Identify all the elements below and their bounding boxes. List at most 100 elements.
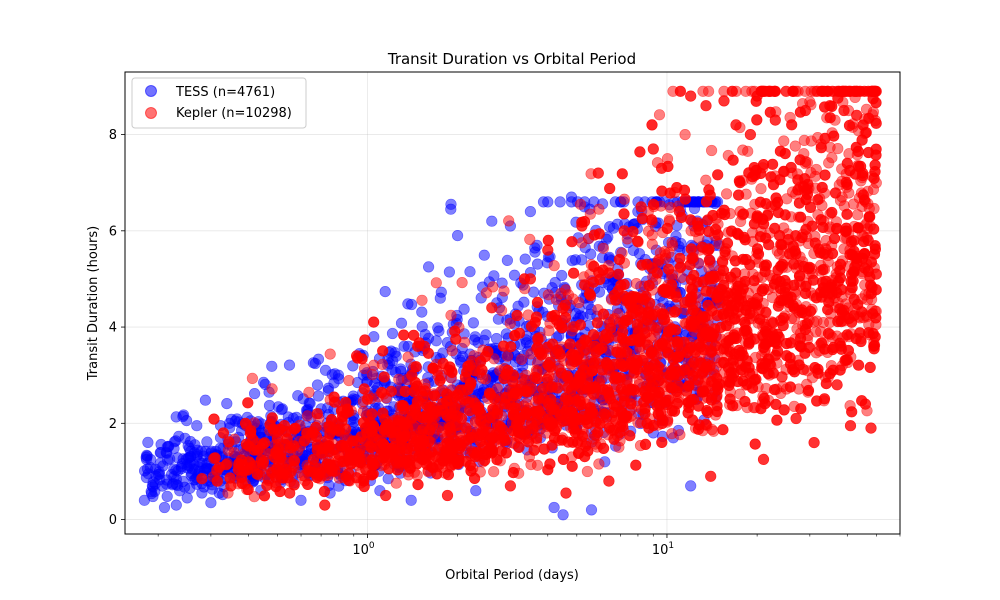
- kepler-point: [757, 320, 769, 332]
- kepler-point: [604, 182, 616, 195]
- kepler-point: [870, 268, 882, 280]
- kepler-point: [499, 398, 511, 410]
- kepler-point: [858, 194, 871, 206]
- kepler-point: [573, 297, 585, 309]
- kepler-point: [574, 319, 587, 331]
- kepler-point: [562, 436, 575, 448]
- kepler-point: [471, 404, 483, 416]
- kepler-point: [706, 423, 718, 436]
- kepler-point: [559, 394, 571, 406]
- kepler-point: [836, 291, 848, 303]
- kepler-point: [264, 425, 276, 437]
- kepler-point: [546, 310, 558, 323]
- kepler-point: [284, 487, 296, 499]
- kepler-point: [559, 299, 571, 311]
- kepler-point: [223, 436, 235, 448]
- kepler-point: [751, 243, 764, 255]
- kepler-point: [616, 247, 628, 259]
- tess-point: [319, 364, 332, 376]
- kepler-point: [802, 386, 814, 398]
- kepler-point: [735, 313, 748, 326]
- kepler-point: [824, 329, 836, 341]
- kepler-point: [402, 351, 414, 363]
- kepler-point: [626, 335, 638, 347]
- kepler-point: [724, 393, 736, 405]
- tess-point: [464, 266, 476, 278]
- kepler-point: [591, 317, 604, 329]
- kepler-point: [531, 366, 543, 378]
- kepler-point: [711, 292, 723, 304]
- kepler-point: [666, 240, 679, 252]
- kepler-point: [862, 234, 874, 246]
- kepler-point: [799, 104, 812, 117]
- kepler-point: [596, 372, 608, 384]
- kepler-point: [565, 451, 578, 463]
- kepler-point: [751, 90, 763, 102]
- kepler-point: [811, 315, 823, 327]
- kepler-point: [769, 114, 781, 126]
- kepler-point: [738, 231, 750, 243]
- kepler-point: [480, 287, 493, 299]
- kepler-point: [416, 294, 428, 306]
- kepler-point: [507, 385, 519, 397]
- kepler-point: [618, 208, 630, 220]
- kepler-point: [531, 342, 543, 354]
- kepler-point: [678, 184, 691, 196]
- kepler-point: [785, 161, 797, 174]
- kepler-point: [319, 499, 331, 511]
- kepler-point: [545, 394, 557, 406]
- kepler-point: [865, 422, 877, 434]
- kepler-point: [431, 468, 443, 480]
- tess-point: [519, 253, 531, 265]
- kepler-point: [556, 322, 568, 334]
- kepler-point: [778, 135, 790, 147]
- kepler-point: [284, 475, 297, 488]
- kepler-point: [454, 431, 467, 443]
- kepler-point: [646, 229, 658, 241]
- kepler-point: [720, 243, 732, 255]
- kepler-point: [806, 372, 819, 384]
- kepler-point: [756, 358, 768, 370]
- kepler-point: [819, 169, 831, 181]
- kepler-point: [597, 308, 610, 320]
- kepler-point: [737, 375, 749, 387]
- kepler-point: [590, 346, 602, 359]
- kepler-point: [717, 424, 729, 436]
- kepler-point: [708, 230, 721, 242]
- kepler-point: [603, 422, 616, 434]
- kepler-point: [484, 412, 496, 424]
- kepler-point: [809, 230, 821, 242]
- kepler-point: [815, 265, 827, 277]
- kepler-point: [390, 477, 402, 489]
- y-tick-label: 4: [109, 321, 117, 336]
- kepler-point: [637, 386, 649, 398]
- kepler-point: [303, 386, 315, 399]
- tess-point: [416, 306, 428, 318]
- kepler-point: [707, 209, 719, 222]
- kepler-point: [458, 336, 471, 348]
- tess-point: [312, 353, 325, 365]
- tess-point: [154, 468, 166, 480]
- kepler-point: [453, 454, 465, 466]
- kepler-point: [826, 206, 838, 219]
- tess-point: [406, 298, 418, 311]
- kepler-point: [775, 314, 787, 326]
- kepler-point: [608, 406, 620, 419]
- kepler-point: [442, 469, 455, 481]
- tess-point: [266, 360, 278, 372]
- kepler-point: [603, 475, 615, 487]
- kepler-point: [258, 490, 271, 502]
- kepler-point: [491, 383, 503, 395]
- kepler-point: [242, 397, 254, 409]
- kepler-point: [722, 375, 734, 387]
- kepler-point: [593, 458, 605, 470]
- kepler-point: [583, 288, 596, 300]
- kepler-point: [774, 145, 787, 157]
- kepler-point: [851, 257, 863, 269]
- kepler-point: [845, 351, 857, 363]
- kepler-point: [246, 372, 258, 385]
- kepler-point: [763, 239, 775, 251]
- kepler-point: [778, 404, 790, 416]
- kepler-point: [592, 167, 604, 179]
- kepler-point: [358, 416, 370, 429]
